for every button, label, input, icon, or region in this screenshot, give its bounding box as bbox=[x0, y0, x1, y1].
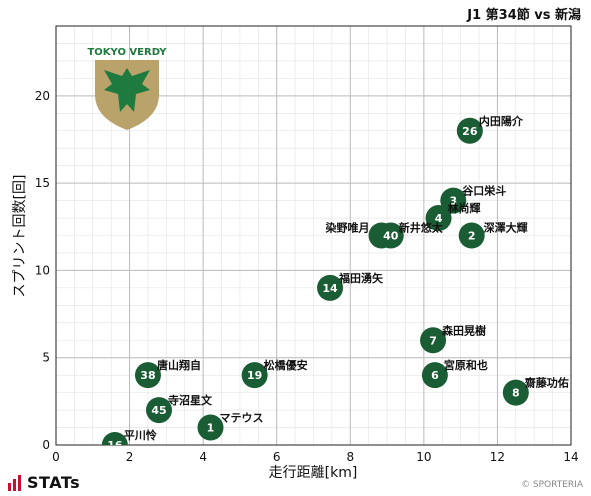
chart-title: J1 第34節 vs 新潟 bbox=[467, 8, 581, 23]
x-tick-label: 0 bbox=[52, 450, 60, 464]
point-marker bbox=[241, 362, 268, 389]
data-point: 8 齋藤功佑 bbox=[502, 376, 569, 406]
point-label: 内田陽介 bbox=[479, 114, 524, 128]
point-label: 福田湧矢 bbox=[338, 271, 384, 285]
point-label: 林尚輝 bbox=[448, 201, 481, 215]
point-number: 38 bbox=[140, 369, 155, 382]
point-number: 40 bbox=[383, 230, 399, 243]
y-tick-label: 10 bbox=[35, 263, 50, 277]
y-tick-label: 15 bbox=[35, 176, 50, 190]
point-marker bbox=[440, 187, 467, 214]
point-label: 松橋優安 bbox=[264, 358, 308, 372]
y-tick-label: 20 bbox=[35, 89, 50, 103]
point-number: 19 bbox=[247, 369, 262, 382]
data-point: 2 深澤大輝 bbox=[458, 221, 528, 249]
point-number: 2 bbox=[468, 230, 476, 243]
point-number: 16 bbox=[107, 439, 123, 452]
copyright: © SPORTERIA bbox=[521, 480, 583, 490]
stats-logo: STATs bbox=[8, 473, 80, 492]
bars-icon bbox=[8, 474, 21, 491]
point-marker bbox=[197, 414, 224, 441]
point-number: 26 bbox=[462, 125, 478, 138]
x-tick-label: 2 bbox=[126, 450, 134, 464]
x-tick-label: 12 bbox=[490, 450, 505, 464]
point-number: 8 bbox=[512, 387, 520, 400]
point-marker bbox=[134, 362, 161, 389]
point-label: 齋藤功佑 bbox=[524, 376, 569, 390]
point-marker bbox=[101, 432, 128, 445]
x-tick-label: 8 bbox=[346, 450, 354, 464]
point-label: 寺沼星文 bbox=[168, 393, 213, 407]
point-label: 深澤大輝 bbox=[484, 221, 528, 235]
point-marker bbox=[425, 205, 452, 232]
point-label: 谷口栄斗 bbox=[462, 184, 506, 198]
point-number: 6 bbox=[431, 369, 439, 382]
x-tick-label: 6 bbox=[273, 450, 281, 464]
point-number: 3 bbox=[449, 195, 457, 208]
brand-text: STATs bbox=[27, 473, 81, 492]
x-tick-label: 10 bbox=[416, 450, 431, 464]
y-axis-label: スプリント回数[回] bbox=[12, 175, 28, 298]
y-tick-label: 0 bbox=[42, 438, 50, 452]
point-number: 45 bbox=[151, 404, 166, 417]
data-point: 6 宮原和也 bbox=[421, 358, 488, 389]
data-point: 1 マテウス bbox=[197, 412, 264, 441]
eagle-icon bbox=[104, 68, 150, 112]
x-tick-label: 4 bbox=[199, 450, 207, 464]
point-label: 宮原和也 bbox=[444, 358, 488, 372]
point-marker bbox=[317, 274, 344, 301]
point-label: 新井悠太 bbox=[399, 221, 444, 235]
point-number: 14 bbox=[322, 282, 338, 295]
point-label: 染野唯月 bbox=[326, 221, 370, 235]
tokyo-verdy-logo: TOKYO VERDY bbox=[87, 47, 167, 130]
plot-frame bbox=[55, 25, 572, 446]
data-point: 3 谷口栄斗 bbox=[440, 184, 506, 214]
grid bbox=[55, 25, 572, 446]
point-marker bbox=[421, 362, 448, 389]
point-label: 森田晃樹 bbox=[442, 323, 486, 337]
point-number: 4 bbox=[435, 212, 443, 225]
x-axis-label: 走行距離[km] bbox=[269, 464, 358, 481]
point-number: 7 bbox=[429, 334, 437, 347]
point-label: 平川怜 bbox=[124, 428, 157, 442]
data-points: 26内田陽介3谷口栄斗4林尚輝9染野唯月40新井悠太2深澤大輝14福田湧矢7森田… bbox=[101, 114, 569, 452]
logo-text: TOKYO VERDY bbox=[87, 47, 167, 58]
x-tick-label: 14 bbox=[563, 450, 578, 464]
point-marker bbox=[456, 117, 483, 144]
point-marker bbox=[146, 397, 172, 424]
point-marker bbox=[502, 379, 529, 406]
point-marker bbox=[458, 222, 485, 249]
point-label: 唐山翔自 bbox=[157, 358, 201, 372]
data-point: 4 林尚輝 bbox=[425, 201, 481, 232]
point-marker bbox=[420, 327, 447, 354]
point-number: 1 bbox=[207, 422, 215, 435]
data-point: 7 森田晃樹 bbox=[420, 323, 486, 354]
point-marker bbox=[377, 222, 404, 249]
point-label: マテウス bbox=[220, 412, 264, 425]
y-tick-label: 5 bbox=[42, 351, 50, 365]
